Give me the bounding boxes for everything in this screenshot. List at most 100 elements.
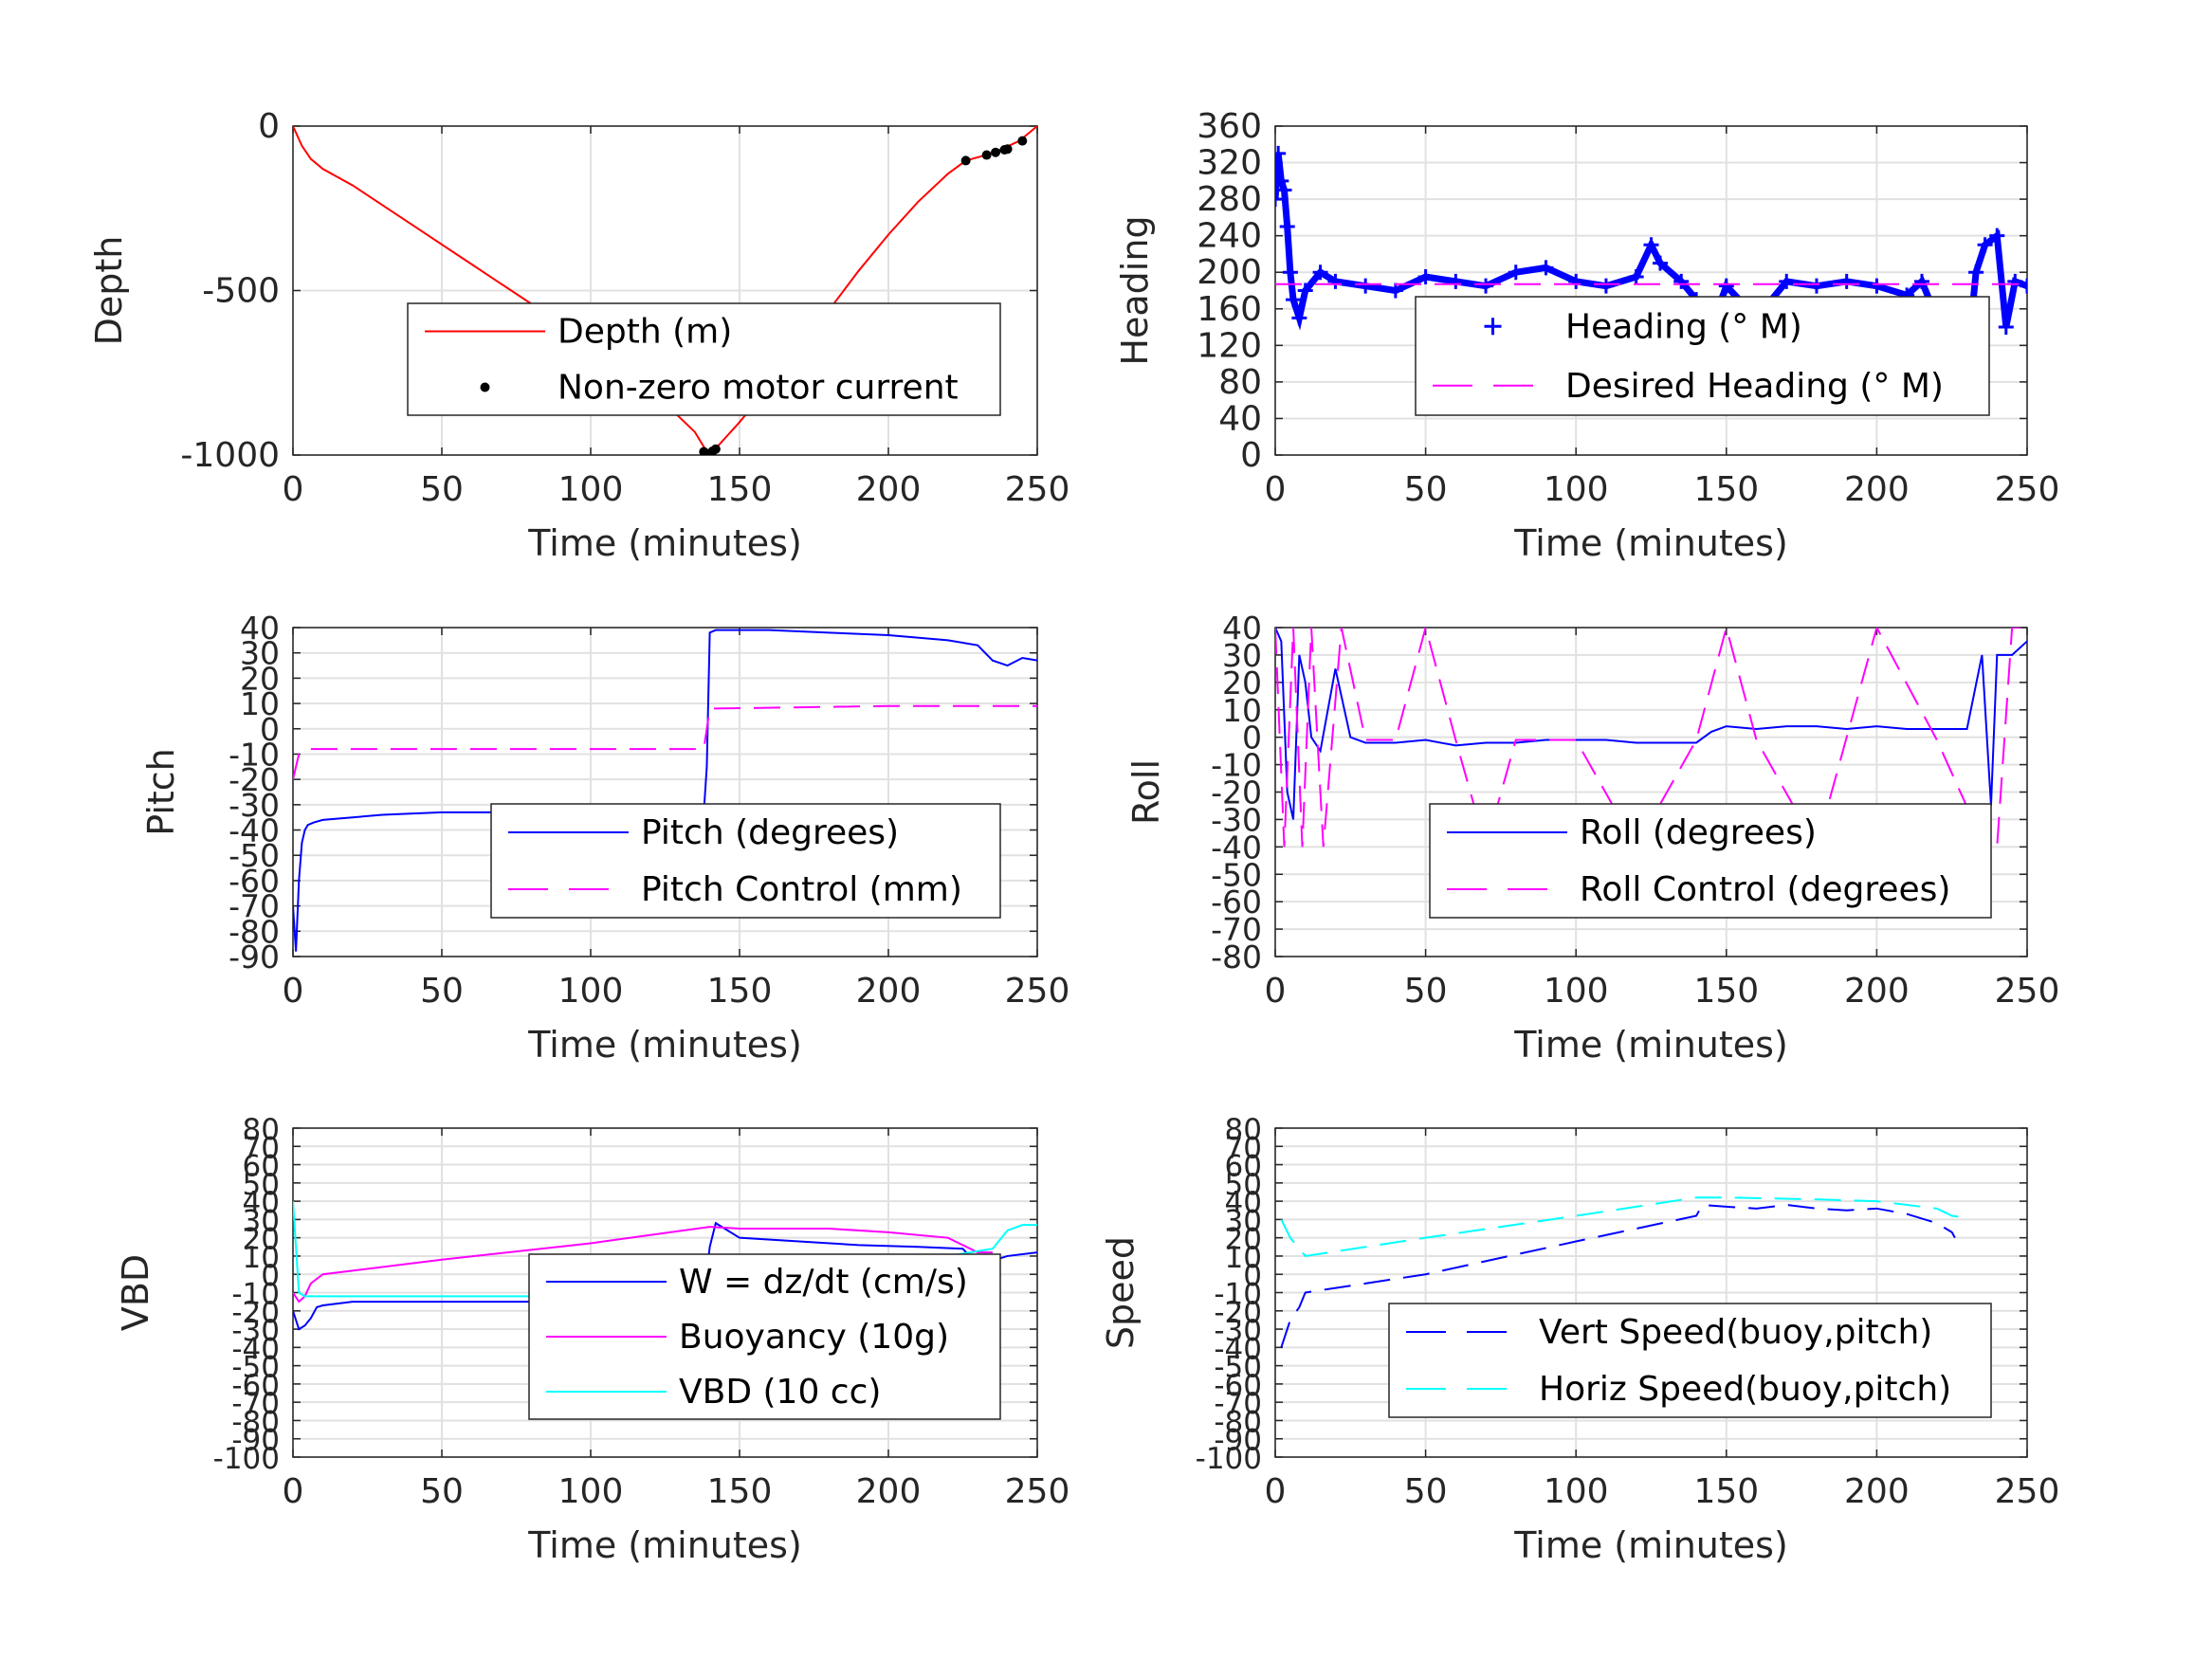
x-tick-label: 200	[1844, 470, 1910, 509]
plot-area	[1280, 1196, 1967, 1348]
y-tick-label: -30	[229, 787, 280, 824]
y-tick-label: -70	[1214, 1387, 1262, 1421]
x-axis-label: Time (minutes)	[1513, 1024, 1788, 1066]
x-tick-label: 150	[1693, 1472, 1759, 1511]
y-tick-label: -60	[1211, 884, 1262, 921]
x-tick-label: 0	[1265, 470, 1287, 509]
y-tick-label: 80	[1225, 1113, 1262, 1147]
y-tick-label: 80	[243, 1113, 280, 1147]
y-tick-label: -50	[1214, 1351, 1262, 1385]
y-tick-label: -40	[231, 1332, 280, 1366]
x-tick-label: 150	[1693, 972, 1759, 1011]
y-tick-label: 160	[1197, 290, 1262, 329]
x-tick-label: 150	[707, 1472, 773, 1511]
y-tick-label: -20	[1211, 775, 1262, 811]
x-tick-label: 50	[420, 1472, 464, 1511]
subplot-4: 0 50 100 150 200 250-80-70-60-50-40-30-20-100…	[1125, 610, 2059, 1066]
legend-label: Pitch Control (mm)	[641, 870, 962, 909]
legend-label: Heading (° M)	[1565, 307, 1802, 346]
y-tick-label: -30	[1214, 1314, 1262, 1348]
y-tick-label: -80	[229, 913, 280, 950]
legend-box	[1429, 803, 1992, 919]
plot-area	[293, 126, 1037, 455]
y-tick-label: 50	[243, 1168, 280, 1202]
y-tick-label: 0	[1242, 720, 1262, 757]
x-tick-label: 100	[558, 1472, 624, 1511]
y-tick-label: -70	[1211, 911, 1262, 948]
series-1-line	[1275, 628, 2027, 820]
legend: Pitch (degrees) Pitch Control (mm)	[490, 803, 1001, 919]
y-tick-label: 0	[1240, 436, 1262, 475]
data-point	[1002, 144, 1013, 155]
legend-box	[407, 302, 1001, 416]
y-tick-label: 80	[1218, 363, 1262, 402]
x-tick-label: 100	[1544, 470, 1609, 509]
x-tick-label: 0	[1265, 1472, 1287, 1511]
y-tick-label: -50	[229, 837, 280, 874]
y-tick-label: -20	[229, 761, 280, 798]
legend: Vert Speed(buoy,pitch) Horiz Speed(buoy,p…	[1388, 1303, 1992, 1418]
legend-label: W = dz/dt (cm/s)	[679, 1263, 968, 1302]
data-point	[991, 147, 1001, 157]
x-tick-label: 250	[1005, 470, 1070, 509]
y-tick-label: -10	[231, 1278, 280, 1312]
y-tick-label: -60	[1214, 1369, 1262, 1403]
subplot-5: 0 50 100 150 200 250-100-90-80-70-60-50-40-30…	[115, 1113, 1069, 1566]
legend-label: Pitch (degrees)	[641, 813, 899, 852]
y-tick-label: 0	[261, 1259, 280, 1293]
y-tick-label: 40	[243, 1186, 280, 1220]
x-tick-label: 0	[283, 1472, 304, 1511]
y-tick-label: -70	[231, 1387, 280, 1421]
y-tick-label: -60	[231, 1369, 280, 1403]
x-axis-label: Time (minutes)	[527, 1024, 802, 1066]
x-tick-label: 50	[420, 972, 464, 1011]
x-tick-label: 0	[283, 470, 304, 509]
y-tick-label: 40	[1218, 399, 1262, 438]
y-tick-label: 20	[243, 1223, 280, 1257]
y-axis-label: Pitch	[140, 748, 182, 836]
y-tick-label: -40	[229, 812, 280, 849]
y-tick-label: -50	[1211, 856, 1262, 893]
axes-box	[292, 627, 1038, 957]
y-tick-label: 60	[243, 1150, 280, 1184]
y-tick-label: 40	[1222, 610, 1262, 647]
y-tick-label: 10	[1222, 692, 1262, 729]
series-2	[699, 136, 1028, 455]
series-1-line	[1280, 1203, 1956, 1348]
x-tick-label: 150	[707, 470, 773, 509]
y-axis-label: Roll	[1125, 759, 1167, 825]
y-tick-label: 0	[1243, 1259, 1262, 1293]
y-tick-label: 40	[240, 610, 280, 647]
y-axis-label: Heading	[1114, 215, 1156, 365]
y-tick-label: -30	[1211, 801, 1262, 838]
y-tick-label: 70	[1225, 1131, 1262, 1165]
x-tick-label: 200	[856, 1472, 922, 1511]
series-2-line	[1275, 628, 2027, 851]
y-tick-label: -40	[1214, 1332, 1262, 1366]
legend: Roll (degrees) Roll Control (degrees)	[1429, 803, 1992, 919]
legend-label: Roll Control (degrees)	[1580, 870, 1950, 909]
y-tick-label: -10	[229, 736, 280, 773]
y-tick-label: -80	[231, 1405, 280, 1439]
y-tick-label: 30	[1225, 1204, 1262, 1238]
y-tick-label: -30	[231, 1314, 280, 1348]
x-tick-label: 100	[1544, 972, 1609, 1011]
y-tick-label: 0	[258, 107, 280, 146]
y-axis-label: VBD	[115, 1254, 156, 1331]
x-tick-label: 150	[707, 972, 773, 1011]
y-axis-label: Speed	[1100, 1236, 1142, 1349]
y-tick-label: 0	[260, 711, 280, 748]
legend-label: VBD (10 cc)	[679, 1373, 881, 1412]
y-tick-label: 60	[1225, 1150, 1262, 1184]
y-tick-label: 40	[1225, 1186, 1262, 1220]
data-point	[1275, 191, 1283, 208]
series-2-line	[293, 704, 1037, 780]
y-tick-label: 360	[1197, 107, 1262, 146]
y-tick-label: -100	[213, 1442, 280, 1476]
series-2-line	[293, 1226, 993, 1304]
legend-label: Depth (m)	[558, 313, 732, 352]
legend-box	[490, 803, 1001, 919]
legend-box	[1415, 296, 1990, 416]
y-axis-label: Depth	[88, 236, 130, 346]
